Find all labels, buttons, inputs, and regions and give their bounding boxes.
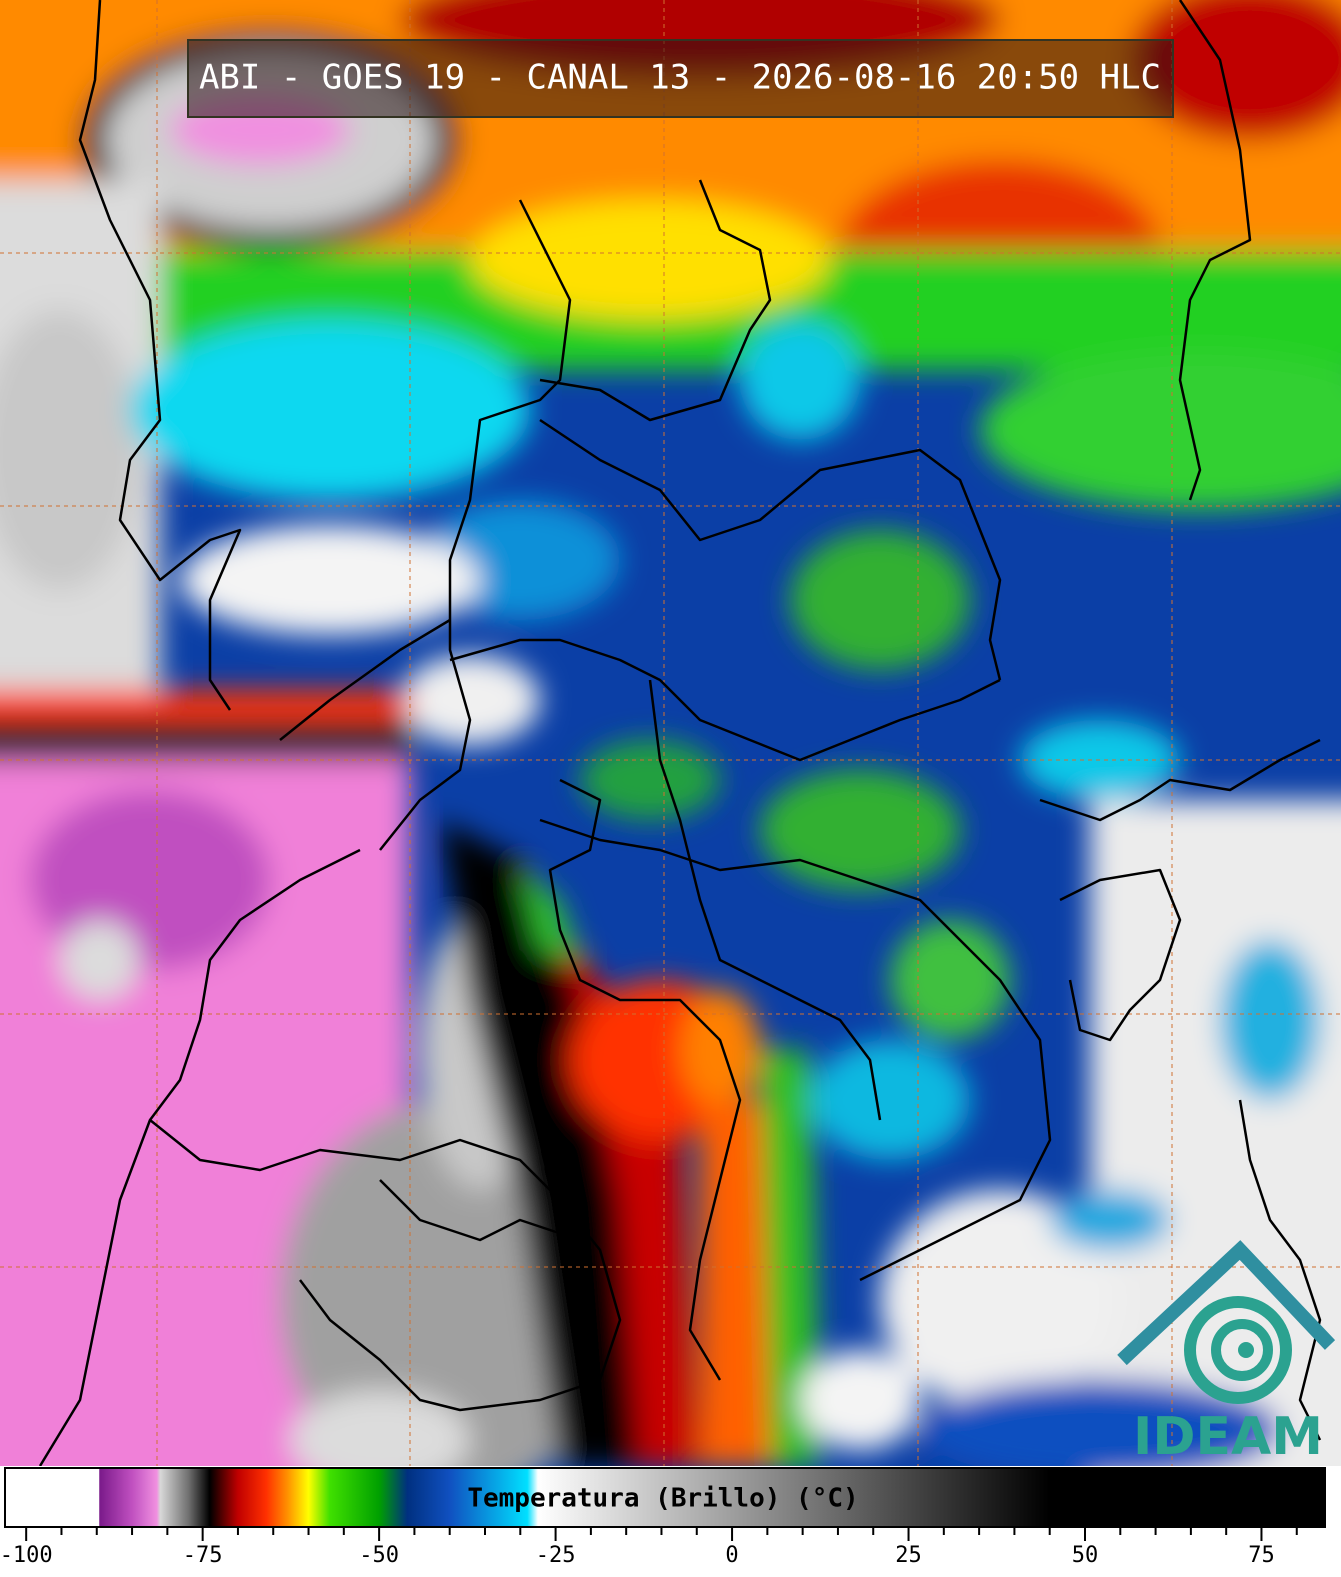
tick-label: -50 xyxy=(359,1543,399,1568)
tick-label: 25 xyxy=(895,1543,922,1568)
colorbar xyxy=(4,1467,1326,1528)
title: ABI - GOES 19 - CANAL 13 - 2026-08-16 20… xyxy=(199,58,1161,98)
tick-label: 0 xyxy=(725,1543,738,1568)
tick-label: -25 xyxy=(536,1543,576,1568)
satellite-image: ABI - GOES 19 - CANAL 13 - 2026-08-16 20… xyxy=(0,0,1341,1467)
tick-label: 50 xyxy=(1072,1543,1099,1568)
tick-label: -75 xyxy=(183,1543,223,1568)
tick-label: 75 xyxy=(1248,1543,1275,1568)
logo: IDEAM xyxy=(1117,1240,1336,1467)
borders xyxy=(38,0,1322,1466)
logo-text: IDEAM xyxy=(1133,1407,1323,1467)
colorbar-label: Temperatura (Brillo) (°C) xyxy=(467,1484,858,1514)
title-box xyxy=(187,39,1174,118)
tick-label: -100 xyxy=(0,1543,53,1568)
